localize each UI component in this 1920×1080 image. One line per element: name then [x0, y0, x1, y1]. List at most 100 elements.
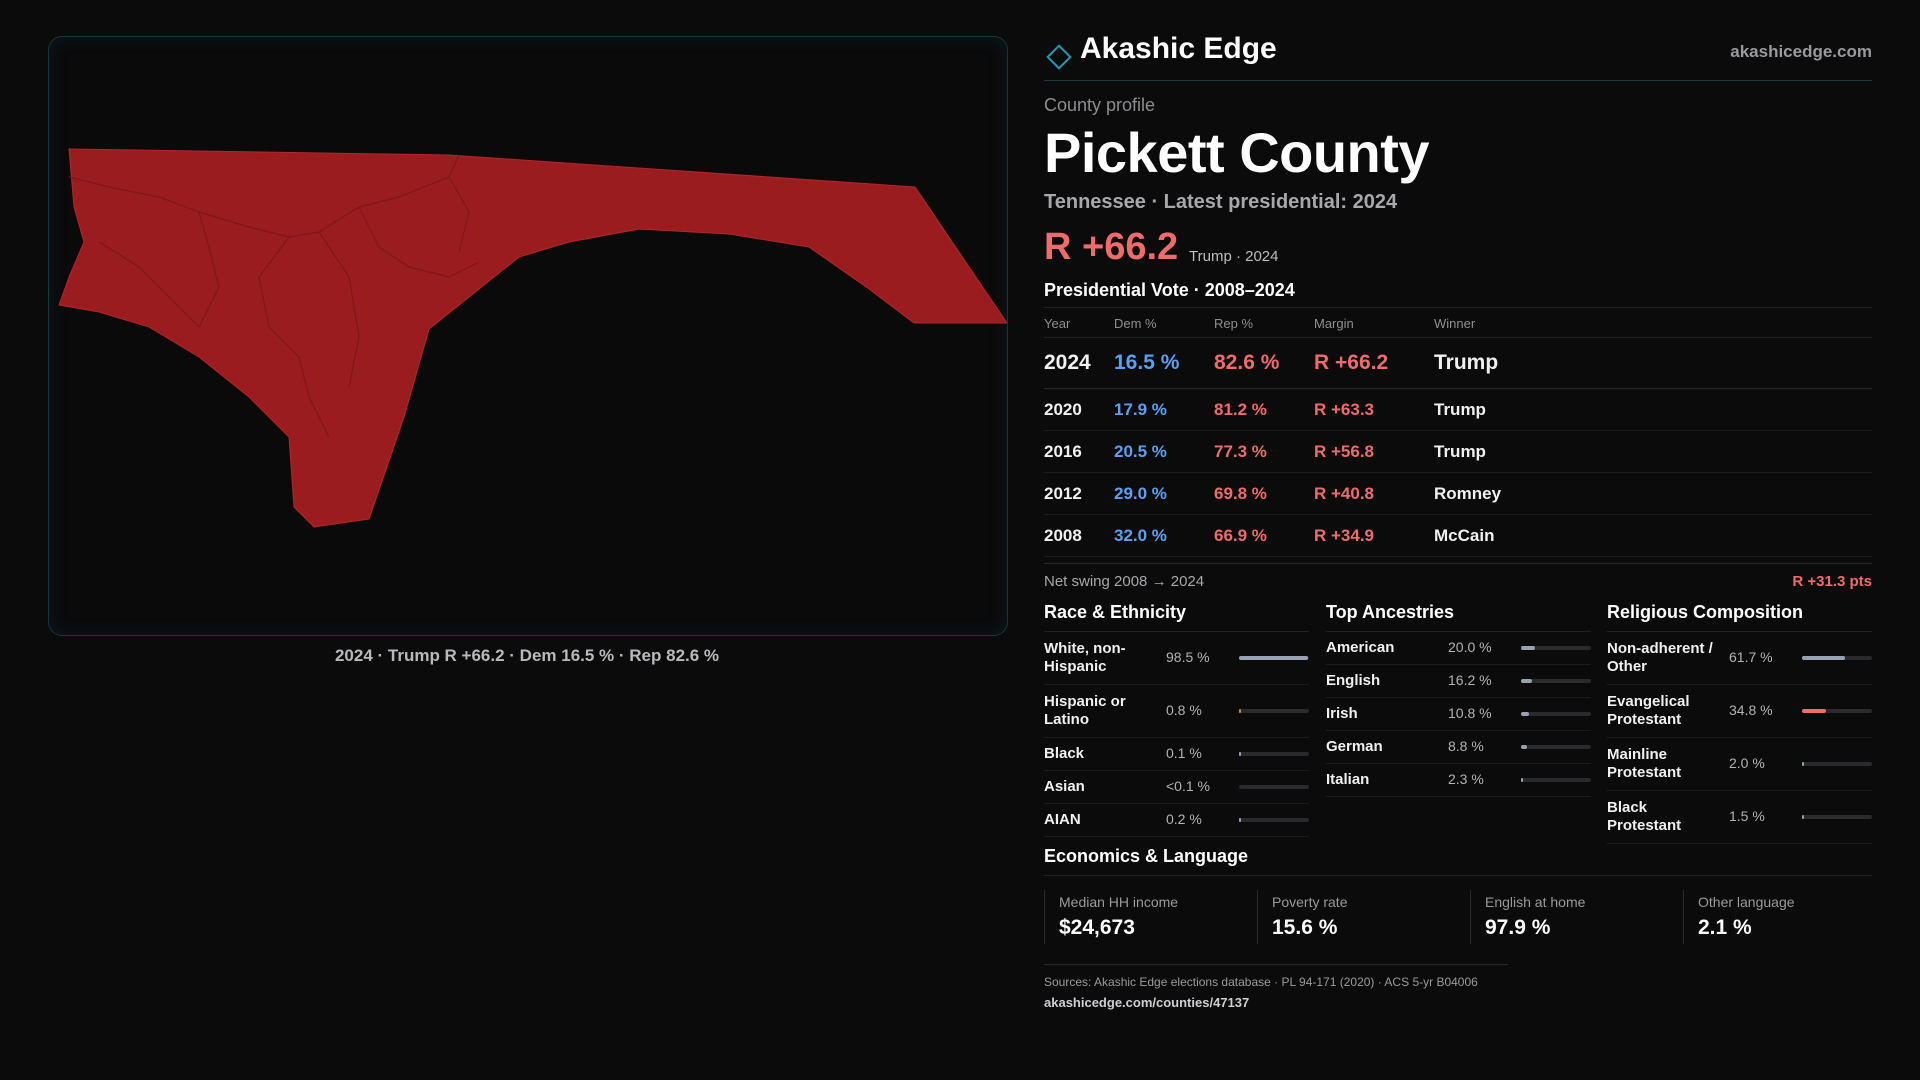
breakdown-bar-fill [1239, 752, 1241, 756]
breakdown-label: AIAN [1044, 811, 1081, 828]
presidential-title: Presidential Vote · 2008–2024 [1044, 280, 1872, 308]
stat-poverty: Poverty rate 15.6 % [1257, 890, 1472, 944]
breakdown-row: Black Protestant 1.5 % [1607, 791, 1872, 844]
ancestry-section: Top Ancestries American 20.0 % English 16.2… [1326, 596, 1591, 797]
race-list: White, non-Hispanic 98.5 % Hispanic or Lat… [1044, 632, 1309, 837]
breakdown-bar-track [1239, 656, 1309, 660]
breakdown-bar-fill [1802, 656, 1845, 660]
dem-cell: 29.0 % [1114, 472, 1214, 515]
sources-text: Sources: Akashic Edge elections database… [1044, 975, 1478, 989]
breakdown-bar-fill [1521, 679, 1532, 683]
profile-panel: Akashic Edge akashicedge.com County prof… [1044, 30, 1872, 960]
county-map[interactable] [48, 36, 1008, 636]
breakdown-value: 20.0 % [1448, 639, 1492, 655]
breakdown-row: Hispanic or Latino 0.8 % [1044, 685, 1309, 738]
breakdown-bar-track [1239, 709, 1309, 713]
breakdown-bar-track [1802, 762, 1872, 766]
stat-english: English at home 97.9 % [1470, 890, 1685, 944]
col-rep: Rep % [1214, 308, 1314, 338]
margin-cell: R +56.8 [1314, 430, 1434, 473]
breakdown-row: German 8.8 % [1326, 731, 1591, 764]
ancestry-title: Top Ancestries [1326, 596, 1591, 632]
ancestry-list: American 20.0 % English 16.2 % Irish 10.8 % Ge… [1326, 632, 1591, 797]
stat-value: $24,673 [1059, 916, 1135, 939]
rep-cell: 82.6 % [1214, 337, 1314, 389]
breakdown-label: Evangelical Protestant [1607, 693, 1690, 728]
col-winner: Winner [1434, 308, 1872, 338]
breakdown-value: 2.0 % [1729, 755, 1765, 771]
race-section: Race & Ethnicity White, non-Hispanic 98.5… [1044, 596, 1309, 837]
stat-value: 97.9 % [1485, 916, 1551, 939]
breakdown-row: Black 0.1 % [1044, 738, 1309, 771]
table-row: 2008 32.0 % 66.9 % R +34.9 McCain [1044, 514, 1872, 557]
col-dem: Dem % [1114, 308, 1214, 338]
winner-cell: Trump [1434, 337, 1872, 389]
breakdown-value: 16.2 % [1448, 672, 1492, 688]
breakdown-value: 0.8 % [1166, 702, 1202, 718]
county-shape [58, 148, 1007, 528]
kicker: County profile [1044, 95, 1156, 115]
breakdown-bar-track [1802, 656, 1872, 660]
breakdown-value: 8.8 % [1448, 738, 1484, 754]
breakdown-label: Black [1044, 745, 1085, 762]
rep-cell: 81.2 % [1214, 388, 1314, 431]
breakdown-label: Mainline Protestant [1607, 746, 1682, 781]
headline-meta: Trump · 2024 [1189, 248, 1279, 265]
breakdown-bar-fill [1802, 709, 1826, 713]
brand-name[interactable]: Akashic Edge [1080, 32, 1277, 65]
stat-label: Poverty rate [1272, 894, 1348, 910]
footer: Sources: Akashic Edge elections database… [1044, 964, 1508, 1010]
breakdown-bar-fill [1802, 815, 1804, 819]
rep-cell: 77.3 % [1214, 430, 1314, 473]
breakdown-bar-track [1239, 752, 1309, 756]
breakdown-value: 98.5 % [1166, 649, 1210, 665]
economics-title: Economics & Language [1044, 846, 1872, 876]
breakdown-row: AIAN 0.2 % [1044, 804, 1309, 837]
breakdown-bar-fill [1239, 656, 1308, 660]
winner-cell: Romney [1434, 472, 1872, 515]
breakdown-label: Italian [1326, 771, 1370, 788]
religion-section: Religious Composition Non-adherent / Oth… [1607, 596, 1872, 844]
col-year: Year [1044, 308, 1114, 338]
year-cell: 2020 [1044, 388, 1114, 431]
breakdown-row: Non-adherent / Other 61.7 % [1607, 632, 1872, 685]
stat-value: 2.1 % [1698, 916, 1752, 939]
dem-cell: 17.9 % [1114, 388, 1214, 431]
page-title: Pickett County [1044, 121, 1430, 184]
breakdown-value: 61.7 % [1729, 649, 1773, 665]
breakdown-value: 34.8 % [1729, 702, 1773, 718]
breakdown-bar-fill [1521, 778, 1523, 782]
breakdown-bar-track [1521, 778, 1591, 782]
year-cell: 2016 [1044, 430, 1114, 473]
map-caption: 2024 · Trump R +66.2 · Dem 16.5 % · Rep … [334, 646, 720, 665]
breakdown-bar-track [1239, 785, 1309, 789]
presidential-table: Year Dem % Rep % Margin Winner 2024 16.5… [1044, 308, 1872, 557]
breakdown-row: Irish 10.8 % [1326, 698, 1591, 731]
year-cell: 2008 [1044, 514, 1114, 557]
dem-cell: 20.5 % [1114, 430, 1214, 473]
breakdown-bar-track [1521, 679, 1591, 683]
breakdown-label: White, non-Hispanic [1044, 640, 1126, 675]
year-cell: 2012 [1044, 472, 1114, 515]
breakdown-value: 0.1 % [1166, 745, 1202, 761]
diamond-icon [1046, 44, 1072, 70]
county-link[interactable]: akashicedge.com/counties/47137 [1044, 995, 1250, 1010]
net-swing: Net swing 2008 → 2024 R +31.3 pts [1044, 563, 1872, 594]
breakdown-label: Hispanic or Latino [1044, 693, 1126, 728]
breakdown-value: <0.1 % [1166, 778, 1210, 794]
breakdown-row: Mainline Protestant 2.0 % [1607, 738, 1872, 791]
year-cell: 2024 [1044, 337, 1114, 389]
religion-list: Non-adherent / Other 61.7 % Evangelical Pr… [1607, 632, 1872, 844]
swing-label: Net swing 2008 → 2024 [1044, 573, 1205, 590]
demographics-grid: Race & Ethnicity White, non-Hispanic 98.5… [1044, 596, 1872, 844]
table-row: 2020 17.9 % 81.2 % R +63.3 Trump [1044, 388, 1872, 431]
breakdown-bar-track [1802, 815, 1872, 819]
breakdown-label: Non-adherent / Other [1607, 640, 1713, 675]
breakdown-bar-fill [1521, 712, 1529, 716]
breakdown-label: Asian [1044, 778, 1085, 795]
winner-cell: Trump [1434, 430, 1872, 473]
table-row: 2024 16.5 % 82.6 % R +66.2 Trump [1044, 337, 1872, 389]
stat-value: 15.6 % [1272, 916, 1338, 939]
site-link[interactable]: akashicedge.com [1730, 42, 1872, 61]
stat-label: Other language [1698, 894, 1795, 910]
